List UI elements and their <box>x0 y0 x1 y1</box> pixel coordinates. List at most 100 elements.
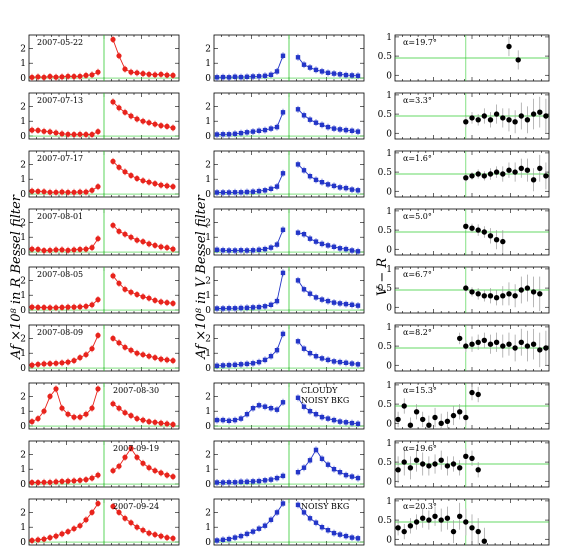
data-point <box>77 131 83 137</box>
panel: 0 1 2 2007-08-09 <box>20 324 180 374</box>
data-point <box>29 246 35 252</box>
data-point <box>413 409 420 415</box>
data-point <box>325 70 331 75</box>
y-tick-label: 1 <box>205 407 211 417</box>
data-point <box>35 479 41 486</box>
data-point <box>432 414 438 421</box>
data-point <box>487 117 494 123</box>
data-point <box>307 291 313 296</box>
data-point <box>301 62 307 67</box>
data-point <box>158 356 164 362</box>
data-point <box>274 510 280 515</box>
data-point <box>450 461 457 467</box>
data-point <box>325 124 331 130</box>
data-point <box>420 461 426 467</box>
panel: 0 1 2 2007-09-24 <box>20 498 180 548</box>
data-point <box>110 468 116 474</box>
data-point <box>256 247 262 252</box>
data-point <box>238 130 244 136</box>
data-point <box>349 302 355 307</box>
data-point <box>110 335 116 341</box>
data-point <box>301 404 307 409</box>
data-point <box>307 409 313 414</box>
data-point <box>134 237 140 243</box>
data-point <box>122 231 128 237</box>
data-point <box>313 120 319 125</box>
data-point <box>238 190 244 195</box>
data-point <box>313 447 319 453</box>
data-point <box>59 189 65 195</box>
panel: 0 1 2 <box>205 324 365 374</box>
panel-label: NOISY BKG <box>301 502 349 511</box>
data-point <box>29 479 35 486</box>
data-point <box>134 291 140 298</box>
data-point <box>268 477 274 482</box>
data-point <box>469 115 475 121</box>
data-point <box>214 190 220 195</box>
data-point <box>280 227 286 232</box>
data-point <box>77 477 83 483</box>
data-point <box>116 280 122 286</box>
data-point <box>152 419 158 425</box>
data-point <box>262 404 268 409</box>
data-point <box>47 247 53 253</box>
data-point <box>59 531 65 537</box>
data-point <box>274 242 280 247</box>
data-point <box>355 129 361 134</box>
panel: 0 1 2 <box>205 34 365 84</box>
data-point <box>256 526 262 531</box>
data-point <box>128 69 134 75</box>
data-point <box>116 463 122 469</box>
data-point <box>325 528 331 533</box>
y-tick-label: 0 <box>205 190 211 200</box>
y-tick-label: 0 <box>386 535 392 545</box>
y-tick-label: 0 <box>20 132 26 142</box>
data-point <box>220 363 226 368</box>
y-tick-label: 0.5 <box>378 458 393 468</box>
data-point <box>426 422 432 428</box>
panel-plot-area <box>214 267 364 313</box>
data-point <box>134 175 140 182</box>
data-point <box>343 533 349 539</box>
data-point <box>500 115 506 121</box>
data-point <box>47 535 53 541</box>
data-point <box>152 355 158 361</box>
data-point <box>463 453 469 459</box>
data-point <box>140 239 146 245</box>
data-point <box>226 536 232 542</box>
data-point <box>262 304 268 309</box>
data-point <box>140 71 146 77</box>
data-point <box>500 171 506 177</box>
data-point <box>331 417 337 423</box>
data-point <box>295 395 301 400</box>
data-point <box>256 359 262 365</box>
data-point <box>432 513 438 519</box>
data-point <box>463 119 469 125</box>
panel-plot-area <box>214 93 364 139</box>
data-point <box>274 184 280 189</box>
panel: 0 0.5 1 α=19.6° <box>378 439 550 488</box>
series-line <box>112 224 174 250</box>
data-point <box>95 332 101 338</box>
data-point <box>295 55 301 60</box>
panel-label: 2007-08-01 <box>37 212 83 221</box>
data-point <box>95 184 101 190</box>
panel-label: NOISY BKG <box>301 396 349 405</box>
data-point <box>481 113 487 119</box>
panel-plot-area <box>395 93 549 139</box>
data-point <box>295 230 301 235</box>
data-point <box>244 305 250 310</box>
data-point <box>337 470 343 475</box>
data-point <box>128 289 134 295</box>
panel-label: 2007-08-30 <box>113 386 159 395</box>
data-point <box>134 416 140 422</box>
data-point <box>83 189 89 195</box>
data-point <box>226 190 232 195</box>
data-point <box>444 515 451 521</box>
data-point <box>146 465 152 471</box>
data-point <box>463 414 469 421</box>
data-point <box>134 524 140 530</box>
y-tick-label: 2 <box>205 334 211 344</box>
data-point <box>295 502 301 508</box>
data-point <box>59 405 65 411</box>
